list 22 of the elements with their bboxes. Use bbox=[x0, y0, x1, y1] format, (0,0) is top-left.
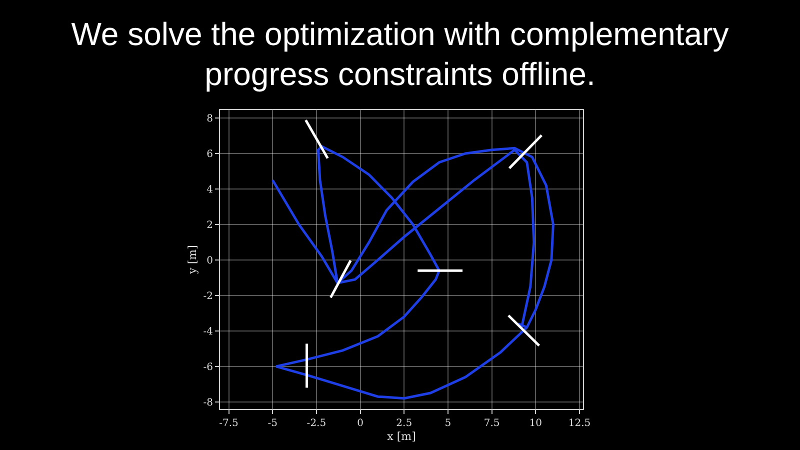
y-tick-label: 8 bbox=[206, 113, 213, 124]
y-axis-title: y [m] bbox=[186, 245, 199, 275]
y-tick-label: -2 bbox=[203, 290, 213, 302]
y-tick-label: -4 bbox=[203, 326, 213, 338]
y-tick-label: 0 bbox=[206, 255, 213, 266]
y-tick-label: 6 bbox=[206, 148, 213, 160]
x-tick-label: 10 bbox=[529, 418, 542, 429]
x-tick-label: -7.5 bbox=[219, 418, 238, 429]
y-tick-label: 4 bbox=[206, 184, 213, 196]
x-tick-label: -5 bbox=[268, 418, 278, 429]
x-tick-label: 0 bbox=[357, 418, 364, 429]
chart-title: We solve the optimization with complementary progress constraints offline. bbox=[70, 15, 730, 94]
y-tick-label: -8 bbox=[203, 397, 213, 408]
x-tick-label: 2.5 bbox=[396, 418, 412, 429]
x-tick-label: -2.5 bbox=[306, 418, 326, 429]
x-tick-label: 7.5 bbox=[484, 418, 500, 429]
y-tick-label: 2 bbox=[206, 220, 213, 231]
x-tick-label: 5 bbox=[444, 418, 452, 429]
y-tick-label: -6 bbox=[203, 362, 213, 373]
x-axis-title: x [m] bbox=[387, 430, 416, 444]
x-tick-label: 12.5 bbox=[568, 418, 591, 429]
line-series bbox=[271, 145, 554, 400]
